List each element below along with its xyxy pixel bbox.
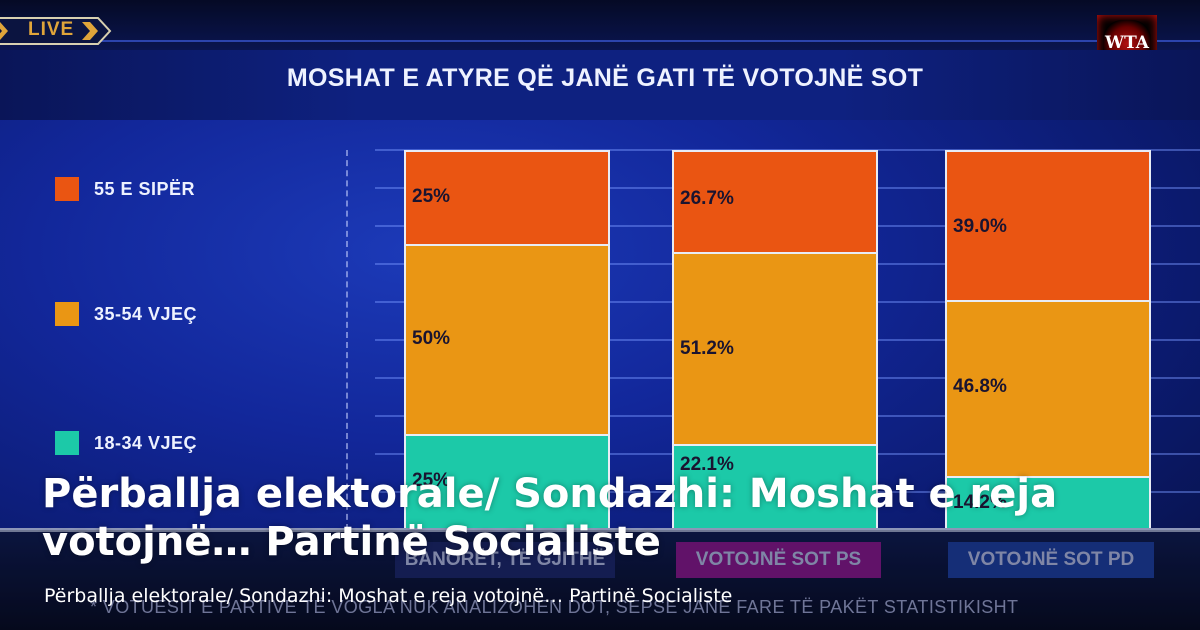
legend-swatch [55, 177, 79, 201]
segment-18-34: 25% [406, 436, 608, 532]
value-label: 25% [412, 186, 451, 207]
legend-item-55-plus: 55 E SIPËR [55, 177, 195, 201]
category-label-residents: BANORËT, TË GJITHË [395, 542, 615, 578]
legend-label: 35-54 VJEÇ [94, 303, 198, 324]
segment-18-34: 22.1% [674, 446, 876, 532]
chart-baseline [0, 528, 1200, 532]
value-label: 51.2% [680, 338, 734, 359]
segment-55-plus: 39.0% [947, 152, 1149, 300]
article-subtitle: Përballja elektorale/ Sondazhi: Moshat e… [44, 585, 733, 607]
category-label-ps: VOTOJNË SOT PS [676, 542, 881, 578]
segment-35-54: 51.2% [674, 254, 876, 444]
value-label: 39.0% [953, 216, 1007, 237]
value-label: 22.1% [680, 454, 734, 475]
bar-ps-voters: 26.7% 51.2% 22.1% [672, 150, 878, 532]
category-label-pd: VOTOJNË SOT PD [948, 542, 1154, 578]
chart-title: MOSHAT E ATYRE QË JANË GATI TË VOTOJNË S… [286, 64, 924, 92]
legend-item-18-34: 18-34 VJEÇ [55, 431, 197, 455]
bar-residents: 25% 50% 25% [404, 150, 610, 532]
value-label: 50% [412, 328, 451, 349]
segment-55-plus: 26.7% [674, 152, 876, 252]
segment-18-34: 14.2% [947, 478, 1149, 532]
legend-swatch [55, 431, 79, 455]
article-headline: Përballja elektorale/ Sondazhi: Moshat e… [42, 471, 1058, 565]
segment-35-54: 50% [406, 246, 608, 434]
top-divider [0, 40, 1200, 42]
live-badge-frame [0, 17, 112, 45]
legend-label: 18-34 VJEÇ [94, 432, 198, 453]
value-label: 26.7% [680, 188, 734, 209]
bar-pd-voters: 39.0% 46.8% 14.2% [945, 150, 1151, 532]
segment-55-plus: 25% [406, 152, 608, 244]
chart-footnote: * VOTUESIT E PARTIVE TË VOGLA NUK ANALIZ… [90, 597, 1019, 617]
title-bar [0, 50, 1200, 120]
segment-35-54: 46.8% [947, 302, 1149, 476]
dashed-axis [346, 150, 348, 530]
legend-label: 55 E SIPËR [94, 178, 196, 199]
overlay-shade [0, 530, 1200, 630]
legend-swatch [55, 302, 79, 326]
logo-text: WTA [1104, 33, 1149, 53]
value-label: 46.8% [953, 376, 1007, 397]
legend-item-35-54: 35-54 VJEÇ [55, 302, 197, 326]
live-badge: LIVE [28, 19, 75, 40]
value-label: 25% [412, 470, 451, 491]
top-band [0, 0, 1200, 50]
value-label: 14.2% [953, 492, 1007, 513]
